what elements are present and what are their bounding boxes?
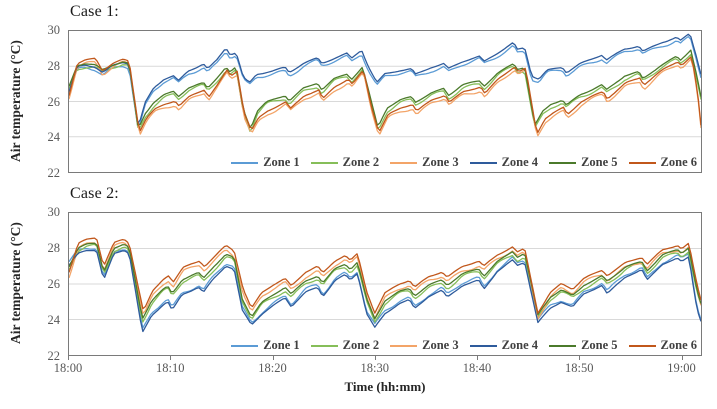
legend-line-sample xyxy=(469,344,497,347)
case-2-y-axis-label: Air temperature (°C) xyxy=(8,222,23,344)
legend-label: Zone 4 xyxy=(501,338,539,352)
case-1-y-tick-26: 26 xyxy=(47,94,61,109)
case-1-line-zone-2 xyxy=(69,53,701,132)
legend-label: Zone 5 xyxy=(581,338,618,352)
case-2-y-tick-22: 22 xyxy=(47,349,61,363)
case-1-chart-lines xyxy=(69,33,701,138)
legend-item-zone-2: Zone 2 xyxy=(310,155,380,170)
legend-label: Zone 1 xyxy=(263,155,300,169)
case-2-line-zone-6 xyxy=(69,237,701,314)
x-tick-1830: 18:30 xyxy=(360,361,389,375)
legend-line-sample xyxy=(390,344,418,347)
legend-line-sample xyxy=(390,161,418,164)
legend-line-sample xyxy=(628,161,656,164)
legend-label: Zone 2 xyxy=(342,338,380,352)
x-tick-mark xyxy=(681,356,683,360)
legend-label: Zone 3 xyxy=(422,155,459,169)
case-1-y-tick-30: 30 xyxy=(47,23,61,37)
legend-item-zone-4: Zone 4 xyxy=(469,338,539,353)
legend-line-sample xyxy=(310,344,338,347)
case-1-line-zone-6 xyxy=(69,56,701,134)
case-2-chart-lines xyxy=(69,237,701,333)
x-tick-1820: 18:20 xyxy=(258,361,287,375)
legend-line-sample xyxy=(310,161,338,164)
case-2-title: Case 2: xyxy=(70,185,119,202)
case-1-plot-area: Zone 1 Zone 2 Zone 3 Zone 4 Zone 5 Zone 6 xyxy=(68,30,702,173)
case-2-legend: Zone 1 Zone 2 Zone 3 Zone 4 Zone 5 Zone 6 xyxy=(231,338,697,353)
legend-item-zone-3: Zone 3 xyxy=(390,338,459,353)
legend-item-zone-6: Zone 6 xyxy=(628,338,697,353)
legend-line-sample xyxy=(549,344,577,347)
case-1-line-zone-3 xyxy=(69,58,701,137)
x-tick-1800: 18:00 xyxy=(53,361,83,375)
legend-label: Zone 1 xyxy=(263,338,300,352)
legend-line-sample xyxy=(549,161,577,164)
x-tick-mark xyxy=(579,356,581,360)
legend-line-sample xyxy=(628,344,656,347)
case-2-line-zone-2 xyxy=(69,243,701,323)
legend-item-zone-1: Zone 1 xyxy=(231,338,300,353)
case-1-y-axis-label: Air temperature (°C) xyxy=(8,39,23,162)
x-tick-1810: 18:10 xyxy=(156,361,185,375)
x-tick-1840: 18:40 xyxy=(462,361,492,375)
legend-label: Zone 2 xyxy=(342,155,380,169)
legend-label: Zone 6 xyxy=(660,155,697,169)
legend-label: Zone 5 xyxy=(581,155,618,169)
legend-item-zone-5: Zone 5 xyxy=(549,155,618,170)
legend-item-zone-1: Zone 1 xyxy=(231,155,300,170)
case-2-y-tick-30: 30 xyxy=(47,205,61,219)
case-1-line-zone-1 xyxy=(69,35,701,128)
case-2-line-zone-4 xyxy=(69,249,701,333)
legend-line-sample xyxy=(231,161,259,164)
case-1-y-tick-22: 22 xyxy=(47,166,61,180)
case-1-y-tick-28: 28 xyxy=(47,58,61,73)
legend-item-zone-5: Zone 5 xyxy=(549,338,618,353)
x-tick-mark xyxy=(68,356,69,360)
case-2-y-tick-26: 26 xyxy=(47,277,61,291)
x-tick-mark xyxy=(170,356,172,360)
x-axis-label: Time (hh:mm) xyxy=(344,379,426,394)
case-2-y-tick-28: 28 xyxy=(47,241,61,255)
legend-label: Zone 6 xyxy=(660,338,697,352)
legend-item-zone-3: Zone 3 xyxy=(390,155,459,170)
case-2-line-zone-3 xyxy=(69,241,701,320)
legend-item-zone-2: Zone 2 xyxy=(310,338,380,353)
legend-item-zone-6: Zone 6 xyxy=(628,155,697,170)
legend-label: Zone 3 xyxy=(422,338,459,352)
case-1-title: Case 1: xyxy=(70,3,119,20)
case-2-line-zone-1 xyxy=(69,247,701,329)
legend-item-zone-4: Zone 4 xyxy=(469,155,539,170)
case-2-y-tick-24: 24 xyxy=(47,313,61,327)
case-1-y-tick-24: 24 xyxy=(47,130,61,145)
case-1-legend: Zone 1 Zone 2 Zone 3 Zone 4 Zone 5 Zone 6 xyxy=(231,155,697,170)
x-tick-1900: 19:00 xyxy=(667,361,696,375)
case-2-plot-area: Zone 1 Zone 2 Zone 3 Zone 4 Zone 5 Zone 6 xyxy=(68,212,702,356)
x-tick-mark xyxy=(374,356,376,360)
legend-line-sample xyxy=(469,161,497,164)
case-1-line-zone-4 xyxy=(69,33,701,125)
x-tick-mark xyxy=(477,356,479,360)
legend-label: Zone 4 xyxy=(501,155,539,169)
case-1-line-zone-5 xyxy=(69,49,701,129)
x-tick-mark xyxy=(272,356,274,360)
x-tick-1850: 18:50 xyxy=(565,361,594,375)
legend-line-sample xyxy=(231,344,259,347)
case-2-line-zone-5 xyxy=(69,242,701,320)
